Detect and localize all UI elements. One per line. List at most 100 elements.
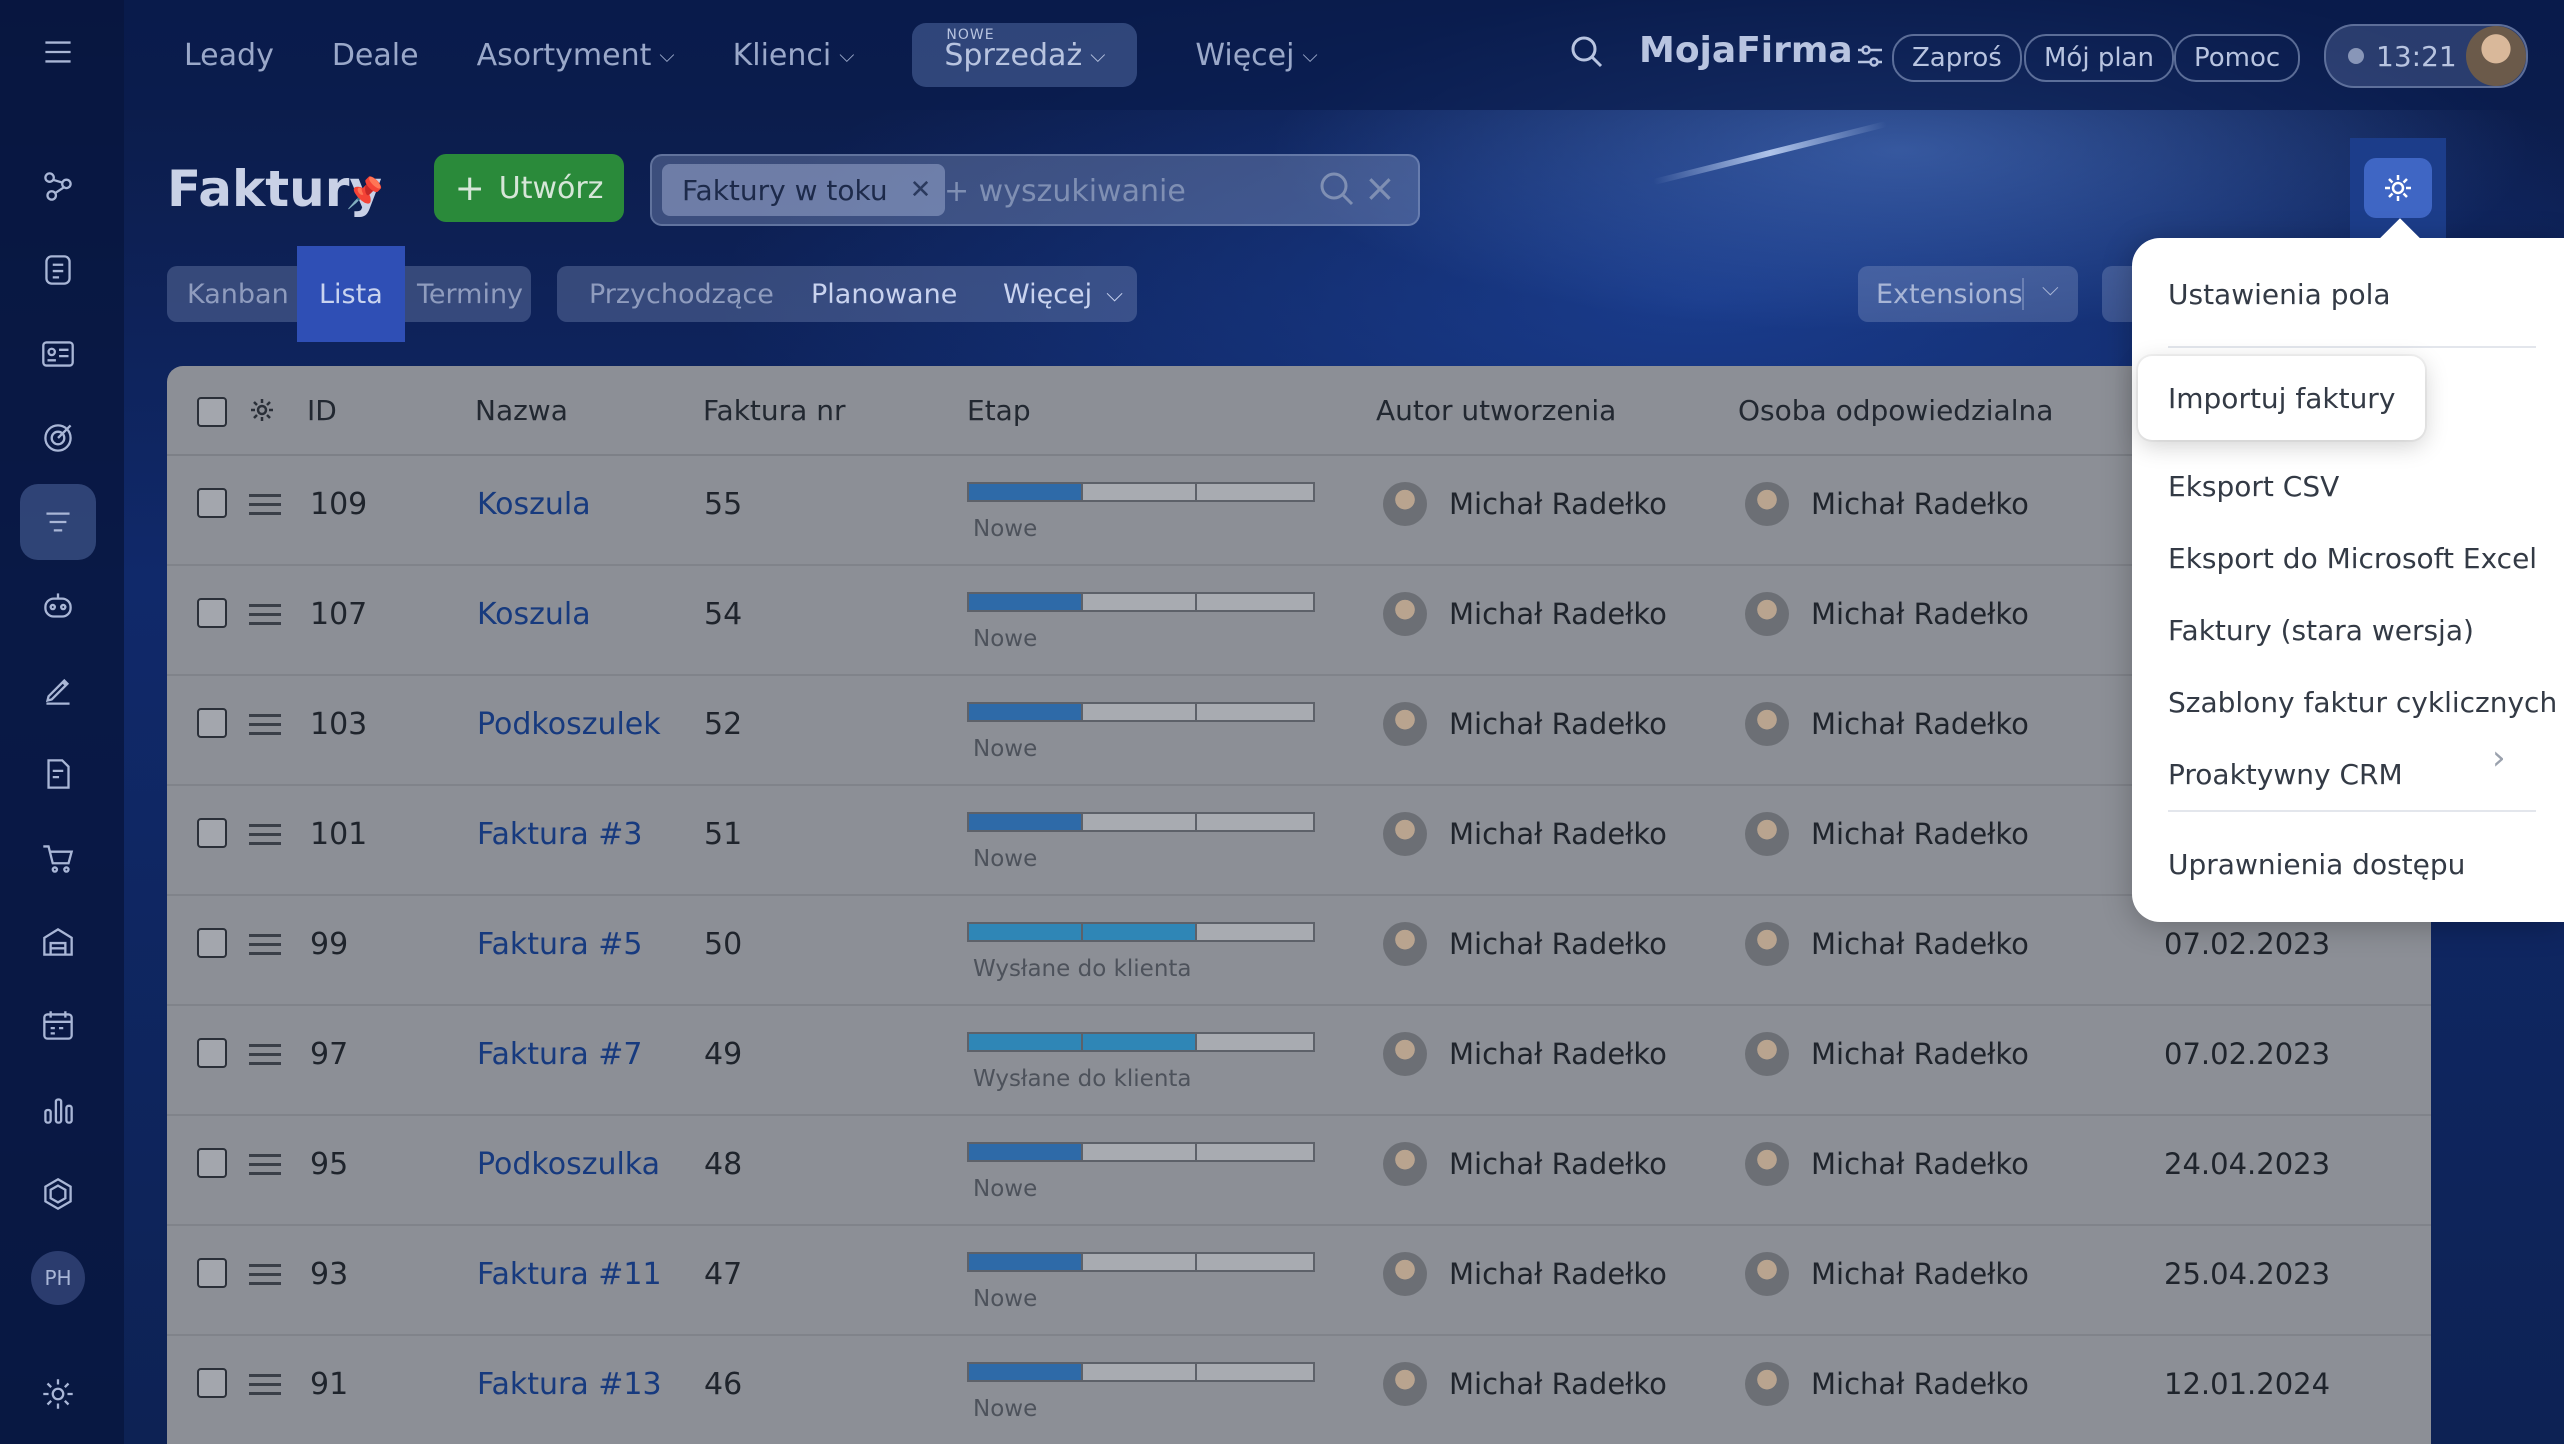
cell-name-link[interactable]: Faktura #7: [477, 1036, 643, 1072]
sidebar-warehouse-icon[interactable]: [20, 904, 96, 980]
table-row[interactable]: 103 Podkoszulek 52 Nowe Michał Radełko Michał…: [167, 674, 2431, 786]
drag-handle-icon[interactable]: [249, 824, 281, 851]
stage-progress-bar[interactable]: [967, 922, 1315, 942]
search-input[interactable]: [942, 166, 1286, 216]
header-nazwa[interactable]: Nazwa: [475, 393, 568, 427]
sidebar-robot-icon[interactable]: [20, 568, 96, 644]
pin-icon[interactable]: 📌: [346, 176, 384, 211]
drag-handle-icon[interactable]: [249, 1154, 281, 1181]
row-checkbox[interactable]: [197, 1038, 227, 1068]
author-cell[interactable]: Michał Radełko: [1383, 454, 1667, 554]
stage-progress-bar[interactable]: [967, 1142, 1315, 1162]
stage-progress-bar[interactable]: [967, 702, 1315, 722]
brand-name[interactable]: MojaFirma: [1639, 30, 1853, 71]
sidebar-target-icon[interactable]: [20, 400, 96, 476]
row-checkbox[interactable]: [197, 1368, 227, 1398]
select-all-checkbox[interactable]: [197, 397, 227, 427]
my-plan-button[interactable]: Mój plan: [2024, 34, 2174, 82]
author-cell[interactable]: Michał Radełko: [1383, 564, 1667, 664]
remove-filter-icon[interactable]: ✕: [909, 175, 932, 205]
header-etap[interactable]: Etap: [967, 393, 1031, 427]
cell-name-link[interactable]: Podkoszulka: [477, 1146, 661, 1182]
table-row[interactable]: 91 Faktura #13 46 Nowe Michał Radełko Michał …: [167, 1334, 2431, 1444]
settings-button[interactable]: [2350, 138, 2446, 238]
owner-cell[interactable]: Michał Radełko: [1745, 674, 2029, 774]
row-checkbox[interactable]: [197, 598, 227, 628]
table-row[interactable]: 99 Faktura #5 50 Wysłane do klienta Michał R…: [167, 894, 2431, 1006]
extensions-button[interactable]: Extensions ⌵: [1858, 266, 2078, 322]
sidebar-avatar[interactable]: PH: [20, 1240, 96, 1316]
header-faktura-nr[interactable]: Faktura nr: [703, 393, 846, 427]
nav-klienci[interactable]: Klienci ⌵: [732, 37, 855, 73]
author-cell[interactable]: Michał Radełko: [1383, 1004, 1667, 1104]
tab-planowane[interactable]: Planowane: [811, 278, 958, 310]
cell-name-link[interactable]: Koszula: [477, 486, 591, 522]
stage-progress-bar[interactable]: [967, 1362, 1315, 1382]
owner-cell[interactable]: Michał Radełko: [1745, 1334, 2029, 1434]
tab-terminy[interactable]: Terminy: [417, 278, 524, 310]
menu-item-recurring-templates[interactable]: Szablony faktur cyklicznych: [2168, 686, 2558, 719]
cell-name-link[interactable]: Faktura #11: [477, 1256, 662, 1292]
tab-kanban[interactable]: Kanban: [187, 278, 289, 310]
header-osoba[interactable]: Osoba odpowiedzialna: [1738, 393, 2054, 427]
sidebar-settings-icon[interactable]: [20, 1356, 96, 1432]
sidebar-pen-icon[interactable]: [20, 652, 96, 728]
owner-cell[interactable]: Michał Radełko: [1745, 1114, 2029, 1214]
author-cell[interactable]: Michał Radełko: [1383, 784, 1667, 884]
drag-handle-icon[interactable]: [249, 1044, 281, 1071]
table-row[interactable]: 93 Faktura #11 47 Nowe Michał Radełko Michał …: [167, 1224, 2431, 1336]
sidebar-sales-icon[interactable]: [20, 484, 96, 560]
drag-handle-icon[interactable]: [249, 1264, 281, 1291]
menu-item-field-settings[interactable]: Ustawienia pola: [2168, 278, 2391, 311]
create-button[interactable]: + Utwórz: [434, 154, 624, 222]
drag-handle-icon[interactable]: [249, 604, 281, 631]
stage-progress-bar[interactable]: [967, 1032, 1315, 1052]
invite-button[interactable]: Zaproś: [1892, 34, 2022, 82]
sidebar-contacts-icon[interactable]: [20, 316, 96, 392]
author-cell[interactable]: Michał Radełko: [1383, 1224, 1667, 1324]
owner-cell[interactable]: Michał Radełko: [1745, 784, 2029, 884]
sliders-icon[interactable]: [1854, 40, 1886, 76]
owner-cell[interactable]: Michał Radełko: [1745, 894, 2029, 994]
stage-progress-bar[interactable]: [967, 592, 1315, 612]
filter-chip[interactable]: Faktury w toku ✕: [662, 164, 946, 216]
cell-name-link[interactable]: Faktura #5: [477, 926, 643, 962]
table-row[interactable]: 101 Faktura #3 51 Nowe Michał Radełko Michał …: [167, 784, 2431, 896]
sidebar-cart-icon[interactable]: [20, 820, 96, 896]
author-cell[interactable]: Michał Radełko: [1383, 1114, 1667, 1214]
table-row[interactable]: 109 Koszula 55 Nowe Michał Radełko Michał Rad…: [167, 454, 2431, 566]
clear-search-icon[interactable]: ×: [1364, 166, 1396, 210]
global-search-icon[interactable]: [1569, 34, 1605, 74]
table-row[interactable]: 97 Faktura #7 49 Wysłane do klienta Michał R…: [167, 1004, 2431, 1116]
sidebar-crm-icon[interactable]: [20, 148, 96, 224]
nav-sprzedaz[interactable]: NOWE Sprzedaż ⌵: [912, 23, 1138, 87]
menu-item-proactive-crm[interactable]: Proaktywny CRM: [2168, 758, 2403, 791]
sidebar-tasks-icon[interactable]: [20, 232, 96, 308]
tab-przychodzace[interactable]: Przychodzące: [589, 278, 774, 310]
owner-cell[interactable]: Michał Radełko: [1745, 1224, 2029, 1324]
search-icon[interactable]: [1318, 170, 1356, 212]
sidebar-shield-icon[interactable]: [20, 1156, 96, 1232]
owner-cell[interactable]: Michał Radełko: [1745, 1004, 2029, 1104]
clock-widget[interactable]: 13:21: [2324, 24, 2528, 88]
menu-item-export-excel[interactable]: Eksport do Microsoft Excel: [2168, 542, 2538, 575]
tab-wiecej[interactable]: Więcej ⌵: [1003, 278, 1123, 310]
row-checkbox[interactable]: [197, 1258, 227, 1288]
owner-cell[interactable]: Michał Radełko: [1745, 564, 2029, 664]
table-row[interactable]: 95 Podkoszulka 48 Nowe Michał Radełko Michał …: [167, 1114, 2431, 1226]
help-button[interactable]: Pomoc: [2174, 34, 2301, 82]
nav-leady[interactable]: Leady: [184, 37, 274, 73]
tab-lista[interactable]: Lista: [297, 246, 405, 342]
author-cell[interactable]: Michał Radełko: [1383, 1334, 1667, 1434]
stage-progress-bar[interactable]: [967, 812, 1315, 832]
row-checkbox[interactable]: [197, 708, 227, 738]
user-avatar[interactable]: [2466, 26, 2526, 86]
sidebar-document-icon[interactable]: [20, 736, 96, 812]
menu-item-old-invoices[interactable]: Faktury (stara wersja): [2168, 614, 2474, 647]
stage-progress-bar[interactable]: [967, 482, 1315, 502]
nav-asortyment[interactable]: Asortyment ⌵: [476, 37, 675, 73]
menu-item-import-invoices[interactable]: Importuj faktury: [2138, 356, 2426, 440]
header-id[interactable]: ID: [307, 393, 337, 427]
drag-handle-icon[interactable]: [249, 494, 281, 521]
drag-handle-icon[interactable]: [249, 934, 281, 961]
